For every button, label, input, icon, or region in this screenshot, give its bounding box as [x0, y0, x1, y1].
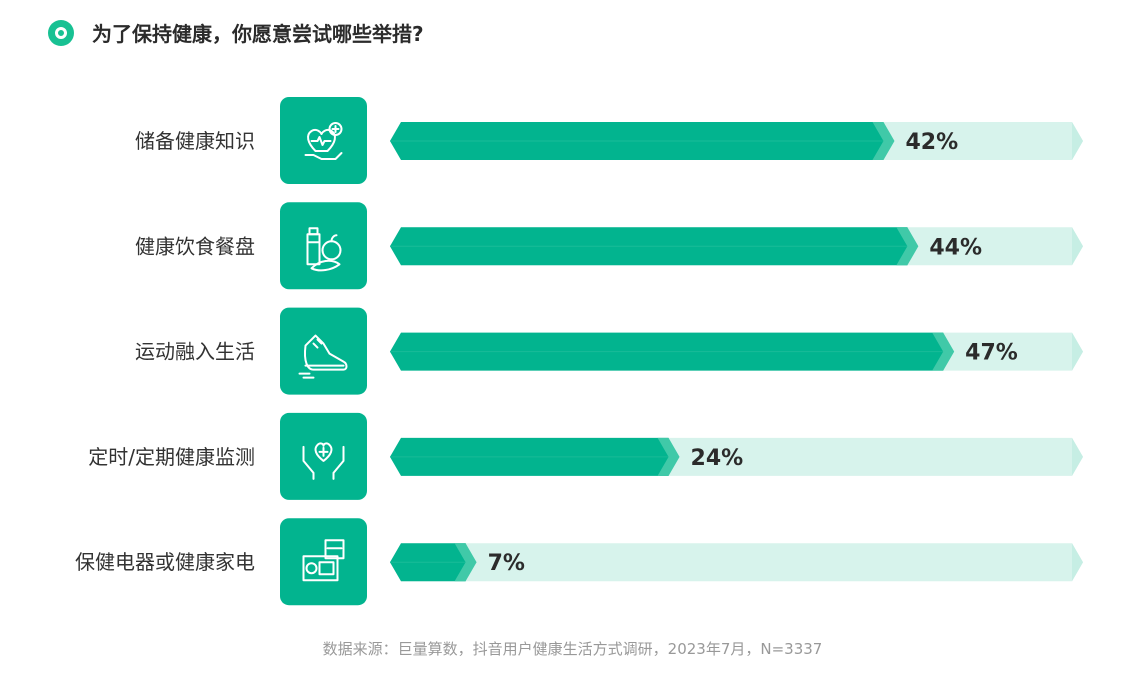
- food-icon: [306, 227, 342, 272]
- value-label: 7%: [488, 551, 525, 576]
- title-bullet-icon: [48, 19, 74, 46]
- bar-track-tip: [1072, 227, 1083, 266]
- category-label: 健康饮食餐盘: [135, 234, 255, 258]
- value-label: 44%: [929, 235, 982, 260]
- title-row: 为了保持健康，你愿意尝试哪些举措?: [48, 18, 424, 47]
- bar-track-tip: [1072, 543, 1083, 582]
- heart-cross-hands-icon: [302, 442, 345, 480]
- bar-row: 运动融入生活 47%: [135, 307, 1083, 395]
- bar-row: 定时/定期健康监测 24%: [88, 412, 1083, 500]
- source-note: 数据来源：巨量算数，抖音用户健康生活方式调研，2023年7月，N=3337: [322, 640, 823, 658]
- icon-box: [280, 307, 367, 395]
- heart-hand-icon: [304, 122, 343, 160]
- appliance-icon: [302, 539, 345, 582]
- bar-chart: 储备健康知识 42% 健康饮食餐盘 44% 运动融入生活 47% 定时/定期健康监测 24% 保…: [75, 97, 1083, 606]
- bar-track-tip: [1072, 122, 1083, 160]
- value-label: 24%: [691, 446, 744, 471]
- bar-track-tip: [1072, 437, 1083, 476]
- bar-track: [390, 543, 1083, 582]
- category-label: 保健电器或健康家电: [75, 550, 255, 574]
- bar-row: 保健电器或健康家电 7%: [75, 518, 1083, 606]
- value-label: 47%: [965, 341, 1018, 366]
- category-label: 定时/定期健康监测: [88, 445, 255, 469]
- bar-row: 健康饮食餐盘 44%: [135, 202, 1083, 290]
- category-label: 运动融入生活: [135, 340, 255, 364]
- bar-row: 储备健康知识 42%: [135, 97, 1083, 184]
- chart-title: 为了保持健康，你愿意尝试哪些举措?: [92, 22, 424, 46]
- icon-box: [280, 97, 367, 184]
- value-label: 42%: [905, 130, 958, 155]
- bar-track-tip: [1072, 332, 1083, 371]
- category-label: 储备健康知识: [135, 129, 255, 153]
- sneaker-icon: [298, 334, 348, 379]
